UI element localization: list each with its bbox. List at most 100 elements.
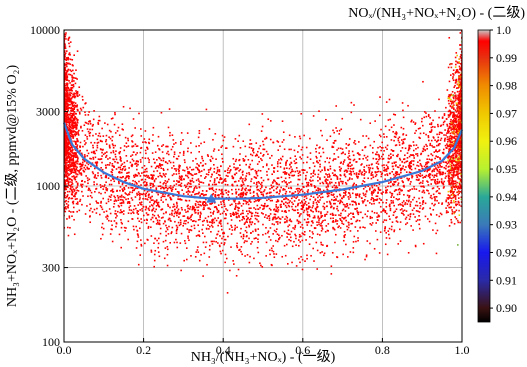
scatter-point — [186, 132, 189, 134]
scatter-point — [71, 192, 74, 194]
scatter-point — [205, 193, 207, 196]
scatter-point — [438, 180, 441, 183]
scatter-point — [173, 215, 175, 218]
scatter-point — [94, 152, 96, 155]
scatter-point — [270, 247, 273, 250]
scatter-point — [114, 199, 117, 201]
scatter-point — [158, 206, 161, 208]
scatter-point — [430, 139, 433, 142]
scatter-point — [249, 211, 251, 214]
scatter-point — [400, 212, 403, 214]
scatter-point — [190, 185, 192, 188]
scatter-point — [257, 180, 260, 183]
scatter-point — [142, 141, 144, 144]
scatter-point — [255, 237, 257, 239]
scatter-point — [108, 219, 110, 222]
scatter-point — [82, 169, 85, 172]
scatter-point — [73, 190, 76, 192]
scatter-point — [328, 161, 330, 164]
scatter-point — [240, 235, 243, 238]
scatter-point — [68, 166, 70, 169]
scatter-point — [415, 188, 418, 191]
scatter-point — [96, 202, 98, 204]
scatter-point — [302, 227, 304, 229]
scatter-point — [81, 163, 84, 166]
scatter-point — [250, 207, 252, 210]
scatter-point — [145, 152, 147, 155]
scatter-point — [64, 200, 67, 203]
scatter-point — [431, 174, 434, 177]
scatter-point — [395, 131, 398, 133]
scatter-point — [112, 165, 115, 167]
scatter-point — [175, 170, 177, 172]
scatter-point — [363, 181, 366, 183]
scatter-point — [75, 91, 78, 94]
scatter-point — [111, 117, 114, 120]
scatter-point — [89, 195, 92, 197]
scatter-point — [262, 140, 264, 143]
scatter-point — [99, 184, 102, 186]
scatter-point — [136, 240, 139, 243]
scatter-point — [344, 210, 347, 212]
scatter-point — [211, 202, 213, 205]
scatter-point — [183, 240, 186, 242]
scatter-point — [150, 174, 153, 176]
scatter-point — [395, 198, 398, 200]
scatter-point — [149, 196, 152, 199]
scatter-point — [358, 173, 360, 176]
scatter-point — [435, 149, 437, 151]
scatter-point — [279, 145, 281, 148]
scatter-point — [230, 215, 232, 217]
scatter-point — [93, 167, 96, 170]
scatter-point — [75, 180, 78, 183]
scatter-point — [331, 212, 334, 215]
scatter-point — [380, 211, 382, 213]
scatter-point — [247, 185, 249, 187]
scatter-point — [443, 166, 446, 169]
scatter-point — [289, 200, 291, 202]
scatter-point — [316, 144, 318, 147]
scatter-point — [219, 245, 221, 248]
scatter-point — [172, 165, 175, 167]
scatter-point — [255, 173, 258, 175]
scatter-point — [319, 199, 321, 201]
scatter-point — [298, 215, 301, 218]
scatter-point — [241, 187, 244, 189]
scatter-point — [389, 203, 391, 206]
scatter-point — [74, 102, 77, 105]
scatter-point — [300, 213, 302, 215]
scatter-point — [70, 164, 72, 166]
scatter-point — [351, 164, 353, 166]
scatter-point — [245, 215, 248, 218]
scatter-point — [220, 242, 223, 244]
scatter-point — [154, 151, 157, 153]
scatter-point — [191, 168, 193, 171]
scatter-point — [190, 194, 193, 196]
scatter-point — [344, 169, 347, 172]
scatter-point — [276, 170, 279, 172]
scatter-point — [279, 189, 281, 192]
scatter-point — [187, 207, 189, 210]
scatter-point — [71, 104, 74, 106]
scatter-point — [222, 231, 225, 234]
scatter-point — [410, 201, 412, 203]
scatter-point — [359, 226, 361, 229]
scatter-point — [299, 241, 302, 243]
scatter-point — [106, 214, 109, 217]
scatter-point — [143, 189, 146, 192]
scatter-point — [143, 165, 146, 167]
scatter-point — [146, 190, 149, 193]
scatter-point — [275, 201, 278, 203]
scatter-point — [334, 220, 337, 223]
scatter-point — [406, 157, 409, 159]
scatter-point — [238, 216, 240, 218]
scatter-point — [185, 219, 187, 222]
scatter-point — [216, 177, 218, 179]
scatter-point — [444, 172, 447, 175]
scatter-point — [287, 198, 290, 201]
scatter-point — [427, 161, 430, 163]
scatter-point — [205, 190, 208, 192]
scatter-point — [275, 187, 278, 190]
scatter-point — [357, 213, 360, 216]
scatter-point — [281, 210, 283, 212]
